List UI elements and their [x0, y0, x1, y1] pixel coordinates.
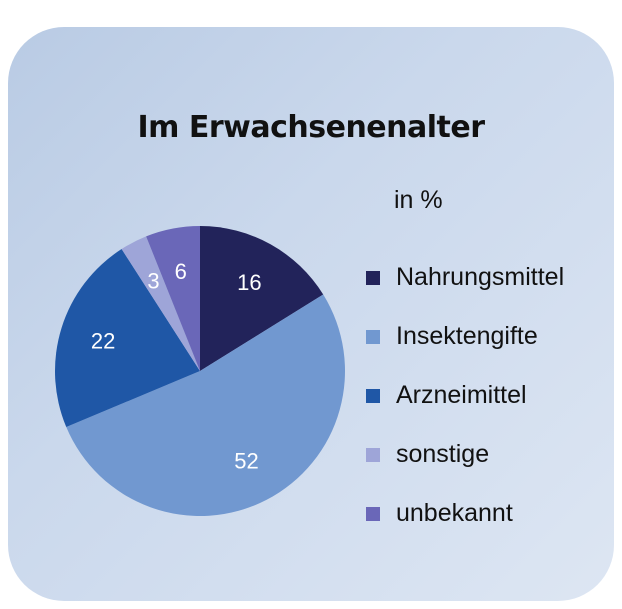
chart-title: Im Erwachsenenalter — [137, 110, 485, 145]
legend-label: unbekannt — [396, 499, 513, 527]
pie-data-label: 6 — [175, 259, 187, 284]
unit-label: in % — [394, 186, 443, 214]
pie-slice-sonstige — [121, 236, 200, 371]
legend-label: sonstige — [396, 440, 490, 468]
legend-label: Nahrungsmittel — [396, 263, 565, 291]
pie-slice-arzneimittel — [55, 249, 201, 428]
pie-slice-nahrungsmittel — [200, 226, 324, 371]
legend-swatch — [366, 447, 380, 462]
legend: Nahrungsmittel Insektengifte Arzneimitte… — [366, 248, 616, 543]
legend-item: Arzneimittel — [366, 366, 616, 425]
legend-item: unbekannt — [366, 484, 616, 543]
legend-swatch — [366, 329, 380, 344]
pie-data-label: 3 — [147, 268, 159, 293]
legend-swatch — [366, 388, 380, 403]
legend-item: sonstige — [366, 425, 616, 484]
legend-item: Insektengifte — [366, 307, 616, 366]
legend-label: Insektengifte — [396, 322, 538, 350]
pie-slice-insektengifte — [66, 294, 346, 517]
pie-slice-unbekannt — [146, 226, 200, 371]
legend-item: Nahrungsmittel — [366, 248, 616, 307]
legend-label: Arzneimittel — [396, 381, 527, 409]
legend-swatch — [366, 270, 380, 285]
pie-data-label: 16 — [237, 270, 261, 295]
legend-swatch — [366, 506, 380, 521]
pie-data-label: 52 — [234, 449, 258, 474]
pie-data-label: 22 — [91, 328, 115, 353]
